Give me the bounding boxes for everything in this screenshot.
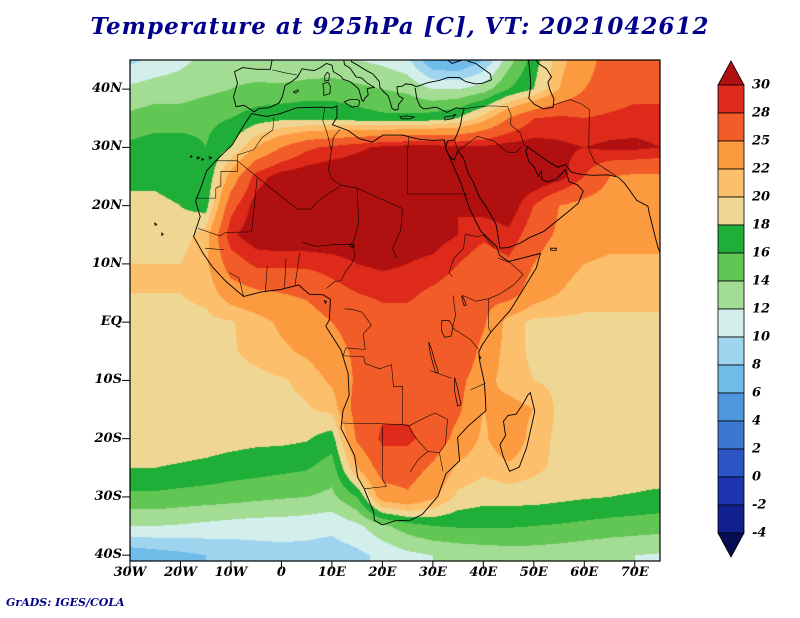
colorbar-cell (717, 168, 745, 198)
lon-tick-label: 20E (368, 565, 397, 580)
lat-tick-label: 20S (94, 430, 122, 446)
lat-tick-label: 10S (94, 372, 122, 388)
lon-tick-label: 10E (317, 565, 346, 580)
colorbar-cell (717, 504, 745, 534)
colorbar-tick-label: 28 (751, 106, 770, 121)
lon-tick-label: 10W (214, 565, 248, 580)
lat-tick-label: 10N (92, 255, 122, 271)
colorbar-tick-label: 10 (752, 330, 770, 345)
colorbar-tick-label: 16 (752, 246, 770, 261)
lat-tick-label: EQ (100, 314, 122, 330)
colorbar-tick-label: 6 (752, 386, 761, 401)
colorbar-cell (717, 224, 745, 254)
lat-tick-label: 30S (94, 488, 122, 504)
lat-tick-label: 40S (94, 547, 122, 563)
colorbar-cell (717, 448, 745, 478)
colorbar-arrow-bottom (717, 532, 745, 558)
colorbar-cell (717, 280, 745, 310)
lat-tick-label: 30N (92, 139, 122, 155)
lon-tick-label: 50E (519, 565, 548, 580)
colorbar-tick-label: 30 (752, 78, 770, 93)
colorbar-cell (717, 112, 745, 142)
colorbar-cell (717, 476, 745, 506)
credit-text: GrADS: IGES/COLA (6, 596, 125, 609)
lon-tick-label: 70E (620, 565, 649, 580)
lon-tick-label: 30E (418, 565, 447, 580)
lon-tick-label: 60E (570, 565, 599, 580)
colorbar-tick-label: -2 (752, 498, 766, 513)
colorbar-cell (717, 336, 745, 366)
colorbar-tick-label: 18 (752, 218, 770, 233)
lon-tick-label: 30W (113, 565, 147, 580)
colorbar-tick-label: 25 (751, 134, 770, 149)
colorbar-cell (717, 84, 745, 114)
chart-title: Temperature at 925hPa [C], VT: 202104261… (90, 13, 710, 40)
colorbar-cell (717, 364, 745, 394)
temperature-field-canvas (130, 60, 660, 561)
colorbar-tick-label: -4 (752, 526, 766, 541)
colorbar-tick-label: 12 (752, 302, 770, 317)
lon-tick-label: 0 (276, 565, 286, 580)
colorbar-tick-label: 22 (751, 162, 770, 177)
colorbar-arrow-top (717, 60, 745, 86)
colorbar-cell (717, 252, 745, 282)
colorbar-tick-label: 2 (751, 442, 761, 457)
lat-tick-label: 40N (92, 81, 122, 97)
lat-tick-label: 20N (92, 197, 122, 213)
colorbar-cell (717, 196, 745, 226)
colorbar-tick-label: 20 (751, 190, 770, 205)
colorbar-tick-label: 0 (752, 470, 761, 485)
colorbar-tick-label: 14 (752, 274, 770, 289)
lon-tick-label: 20W (164, 565, 197, 580)
colorbar-cell (717, 420, 745, 450)
colorbar-cell (717, 140, 745, 170)
colorbar-cell (717, 308, 745, 338)
lon-tick-label: 40E (469, 565, 498, 580)
colorbar-tick-label: 4 (752, 414, 761, 429)
colorbar-cell (717, 392, 745, 422)
colorbar-tick-label: 8 (752, 358, 761, 373)
